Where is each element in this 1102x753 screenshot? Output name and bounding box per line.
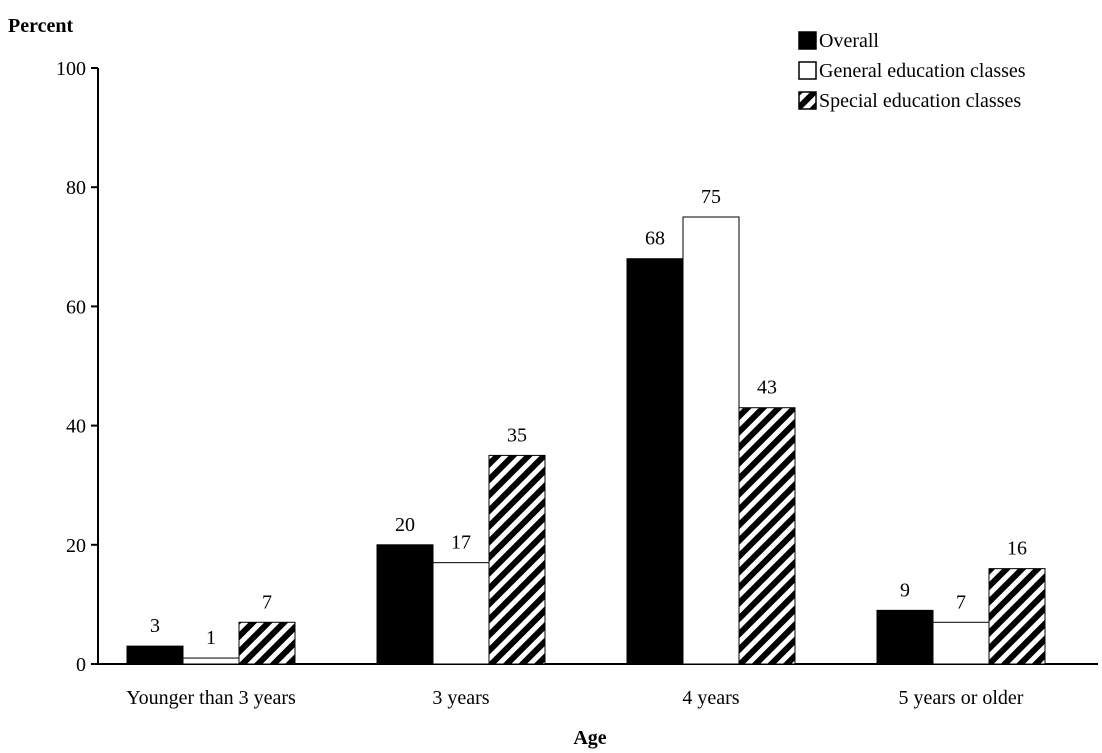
data-label: 1 <box>206 627 216 649</box>
bar-special-education <box>238 621 296 665</box>
y-axis: 0 20 40 60 80 100 <box>56 58 99 676</box>
legend-swatch <box>798 31 817 50</box>
legend-label: General education classes <box>819 60 1026 82</box>
data-label: 17 <box>451 532 471 554</box>
x-category-label: Younger than 3 years <box>126 687 296 709</box>
bar-general-education <box>432 562 490 665</box>
category-labels: Younger than 3 years 3 years 4 years 5 year… <box>126 687 1024 709</box>
y-tick-label: 60 <box>66 296 86 318</box>
bar-overall <box>126 645 184 665</box>
bar-special-education <box>488 454 546 665</box>
y-tick-label: 100 <box>56 58 86 80</box>
legend-label: Overall <box>819 30 879 52</box>
data-label: 43 <box>757 377 777 399</box>
bars <box>126 216 1046 665</box>
y-tick-label: 0 <box>76 654 86 676</box>
bar-overall <box>876 609 934 665</box>
data-label: 9 <box>900 579 910 601</box>
bar-general-education <box>932 621 990 665</box>
y-tick-label: 40 <box>66 416 86 438</box>
y-axis-title: Percent <box>8 15 73 37</box>
legend-swatch <box>798 91 817 110</box>
data-label: 20 <box>395 514 415 536</box>
data-label: 7 <box>262 591 272 613</box>
x-category-label: 5 years or older <box>899 687 1024 709</box>
x-axis-title: Age <box>573 727 606 749</box>
bar-general-education <box>682 216 740 665</box>
bar-special-education <box>738 407 796 665</box>
data-label: 75 <box>701 186 721 208</box>
y-tick-label: 80 <box>66 177 86 199</box>
x-category-label: 4 years <box>682 687 739 709</box>
bar-special-education <box>988 568 1046 665</box>
data-label: 35 <box>507 424 527 446</box>
legend-label: Special education classes <box>819 90 1021 112</box>
x-category-label: 3 years <box>432 687 489 709</box>
y-tick-label: 20 <box>66 535 86 557</box>
bar-general-education <box>182 657 240 665</box>
bar-overall <box>376 544 434 665</box>
legend: Overall General education classes Special … <box>798 30 1026 112</box>
legend-swatch <box>798 61 817 80</box>
bar-overall <box>626 258 684 665</box>
data-label: 16 <box>1007 538 1027 560</box>
data-label: 7 <box>956 591 966 613</box>
data-label: 3 <box>150 615 160 637</box>
data-label: 68 <box>645 228 665 250</box>
